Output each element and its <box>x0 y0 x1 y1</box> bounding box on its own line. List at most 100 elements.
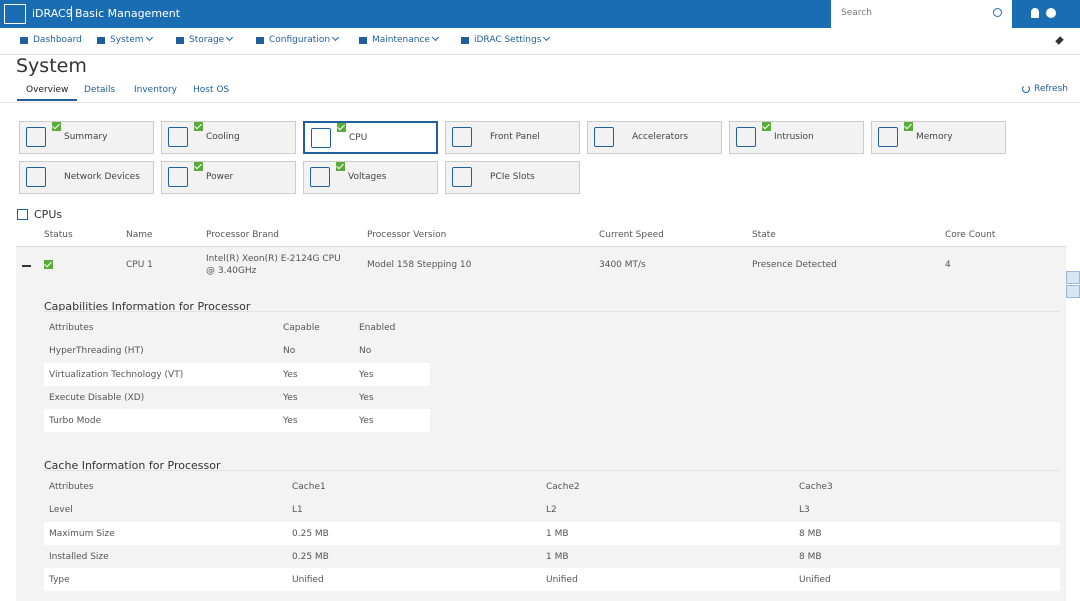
cell: 3400 MT/s <box>599 260 646 270</box>
subsection-title: Capabilities Information for Processor <box>44 300 251 313</box>
header-line <box>16 246 1066 247</box>
header-bar: iDRAC9 Basic Management Search <box>0 0 1080 28</box>
page-title: System <box>16 55 87 77</box>
cell: Execute Disable (XD) <box>49 392 145 403</box>
row-stripe <box>44 409 430 433</box>
nav-item[interactable]: System <box>110 35 144 45</box>
tile-icon <box>26 127 46 147</box>
tile[interactable]: Accelerators <box>587 121 722 154</box>
search-box[interactable]: Search <box>831 0 1012 28</box>
nav-icon <box>20 37 28 44</box>
tile-label: Summary <box>64 132 108 142</box>
tab[interactable]: Inventory <box>134 85 177 95</box>
tile-icon <box>594 127 614 147</box>
search-icon[interactable] <box>993 8 1002 17</box>
tile-label: Accelerators <box>632 132 689 142</box>
tab-underline <box>17 99 77 101</box>
subsection-title: Cache Information for Processor <box>44 459 221 472</box>
cell: L1 <box>292 505 303 516</box>
nav-item[interactable]: Dashboard <box>33 35 82 45</box>
tile-icon <box>452 127 472 147</box>
nav-item[interactable]: Configuration <box>269 35 331 45</box>
column-header: Processor Version <box>367 230 447 240</box>
column-header: State <box>752 230 776 240</box>
cell: L3 <box>799 505 810 516</box>
cell: Yes <box>283 392 298 403</box>
tile[interactable]: Power <box>161 161 296 194</box>
header-line <box>44 470 1060 471</box>
header-line <box>44 311 1060 312</box>
tab[interactable]: Overview <box>26 85 69 95</box>
cell: Unified <box>292 575 324 586</box>
tile[interactable]: Intrusion <box>729 121 864 154</box>
section-title: CPUs <box>34 208 63 221</box>
tile[interactable]: Cooling <box>161 121 296 154</box>
nav-item[interactable]: iDRAC Settings <box>474 35 542 45</box>
status-check <box>762 122 771 131</box>
cell: Intel(R) Xeon(R) E-2124G CPU @ 3.40GHz <box>206 254 341 276</box>
status-check <box>336 162 345 171</box>
status-check <box>194 122 203 131</box>
cell: Presence Detected <box>752 260 837 270</box>
cell: No <box>359 346 372 357</box>
nav-item[interactable]: Maintenance <box>372 35 430 45</box>
tile-label: Intrusion <box>774 132 814 142</box>
column-header: Attributes <box>49 482 94 492</box>
tile-icon <box>452 167 472 187</box>
tile-icon <box>736 127 756 147</box>
divider <box>71 6 72 21</box>
nav-bar: Dashboard System Storage Configuration Maint… <box>0 28 1080 55</box>
nav-icon <box>461 37 469 44</box>
cell: Yes <box>283 416 298 427</box>
help-icon[interactable] <box>1046 8 1056 18</box>
tile[interactable]: Network Devices <box>19 161 154 194</box>
tile-label: Memory <box>916 132 953 142</box>
logo <box>4 4 26 24</box>
tile[interactable]: PCIe Slots <box>445 161 580 194</box>
status-check <box>44 260 53 269</box>
cell: 1 MB <box>546 551 569 562</box>
user-icon[interactable] <box>1031 8 1039 18</box>
scroll-up[interactable] <box>1066 271 1080 284</box>
status-check <box>52 122 61 131</box>
tile-icon <box>311 128 331 148</box>
cell: Yes <box>359 416 374 427</box>
search-placeholder: Search <box>841 8 872 18</box>
cell: Level <box>49 505 73 516</box>
tile-label: Network Devices <box>64 172 140 182</box>
tab[interactable]: Host OS <box>193 85 230 95</box>
column-header: Capable <box>283 323 320 333</box>
tile[interactable]: Voltages <box>303 161 438 194</box>
refresh-icon <box>1022 85 1030 93</box>
tile[interactable]: CPU <box>303 121 438 154</box>
nav-item[interactable]: Storage <box>189 35 225 45</box>
tile[interactable]: Summary <box>19 121 154 154</box>
tile-icon <box>878 127 898 147</box>
refresh-link[interactable]: Refresh <box>1034 84 1068 94</box>
tile-label: Front Panel <box>490 132 540 142</box>
cell: 8 MB <box>799 528 822 539</box>
collapse-toggle[interactable] <box>22 265 31 267</box>
cell: HyperThreading (HT) <box>49 346 144 357</box>
tile-icon <box>26 167 46 187</box>
cell: 4 <box>945 260 951 270</box>
column-header: Status <box>44 230 73 240</box>
cell: CPU 1 <box>126 260 153 270</box>
cell: 8 MB <box>799 551 822 562</box>
scroll-down[interactable] <box>1066 285 1080 298</box>
column-header: Processor Brand <box>206 230 280 240</box>
column-header: Core Count <box>945 230 996 240</box>
status-check <box>337 123 346 132</box>
row-stripe <box>44 521 1060 545</box>
tile-label: CPU <box>349 133 368 143</box>
column-header: Name <box>126 230 153 240</box>
tabs: Overview Details Inventory Host OS <box>0 82 1080 103</box>
tab[interactable]: Details <box>84 85 116 95</box>
product: Basic Management <box>75 7 181 20</box>
cell: Maximum Size <box>49 528 115 539</box>
tile-label: Voltages <box>348 172 387 182</box>
tile[interactable]: Memory <box>871 121 1006 154</box>
tile[interactable]: Front Panel <box>445 121 580 154</box>
tile-icon <box>168 167 188 187</box>
